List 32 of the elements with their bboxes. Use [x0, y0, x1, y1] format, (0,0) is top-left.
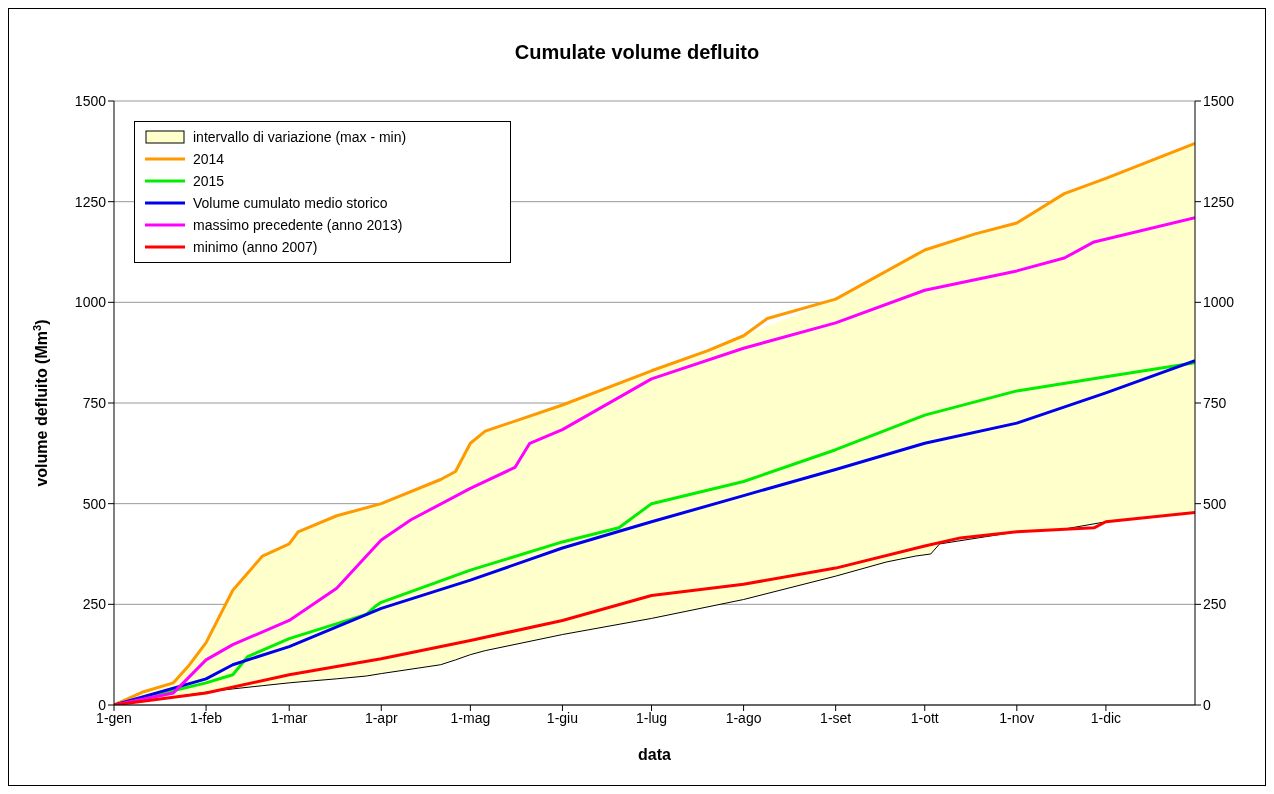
x-tick-label: 1-dic: [1090, 709, 1122, 726]
x-tick-label: 1-mag: [450, 709, 491, 726]
legend-label: intervallo di variazione (max - min): [193, 128, 407, 147]
x-tick-label: 1-lug: [635, 709, 668, 726]
y-tick-label: 1250: [74, 193, 107, 210]
x-tick-label: 1-ago: [725, 709, 762, 726]
y2-tick-label: 0: [1203, 696, 1211, 713]
legend-label: minimo (anno 2007): [193, 238, 318, 257]
y2-tick-label: 1250: [1203, 193, 1235, 210]
x-tick-label: 1-giu: [546, 709, 579, 726]
x-tick-label: 1-ott: [910, 709, 939, 726]
y2-tick-label: 1500: [1203, 92, 1235, 109]
legend-label: 2015: [193, 172, 225, 191]
y2-tick-label: 250: [1203, 596, 1227, 613]
y2-tick-label: 750: [1203, 394, 1227, 411]
y2-tick-label: 1000: [1203, 294, 1235, 311]
legend-label: Volume cumulato medio storico: [193, 194, 388, 213]
x-tick-label: 1-apr: [364, 709, 398, 726]
legend-label: massimo precedente (anno 2013): [193, 216, 403, 235]
y-tick-label: 1500: [74, 92, 107, 109]
chart-title: Cumulate volume defluito: [513, 41, 761, 64]
y-tick-label: 750: [82, 394, 107, 411]
x-tick-label: 1-nov: [999, 709, 1035, 726]
y-tick-label: 500: [82, 495, 107, 512]
legend-label: 2014: [193, 150, 225, 169]
x-tick-label: 1-mar: [270, 709, 308, 726]
y2-tick-label: 500: [1203, 495, 1227, 512]
x-tick-label: 1-feb: [190, 709, 223, 726]
x-axis-title: data: [638, 746, 672, 763]
y-tick-label: 1000: [74, 294, 107, 311]
y-tick-label: 250: [82, 596, 107, 613]
x-tick-label: 1-set: [820, 709, 852, 726]
